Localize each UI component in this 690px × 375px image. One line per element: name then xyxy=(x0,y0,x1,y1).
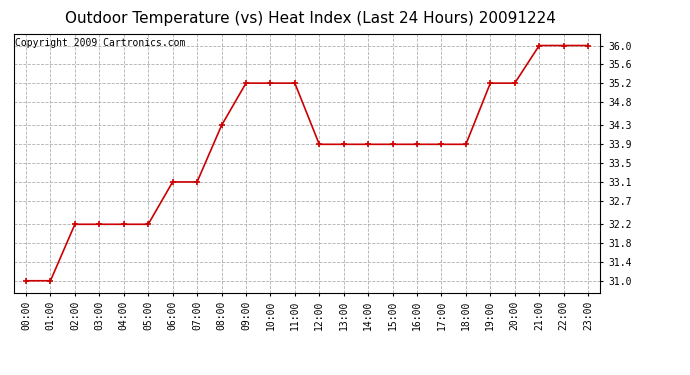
Text: Outdoor Temperature (vs) Heat Index (Last 24 Hours) 20091224: Outdoor Temperature (vs) Heat Index (Las… xyxy=(65,11,556,26)
Text: Copyright 2009 Cartronics.com: Copyright 2009 Cartronics.com xyxy=(15,38,186,48)
